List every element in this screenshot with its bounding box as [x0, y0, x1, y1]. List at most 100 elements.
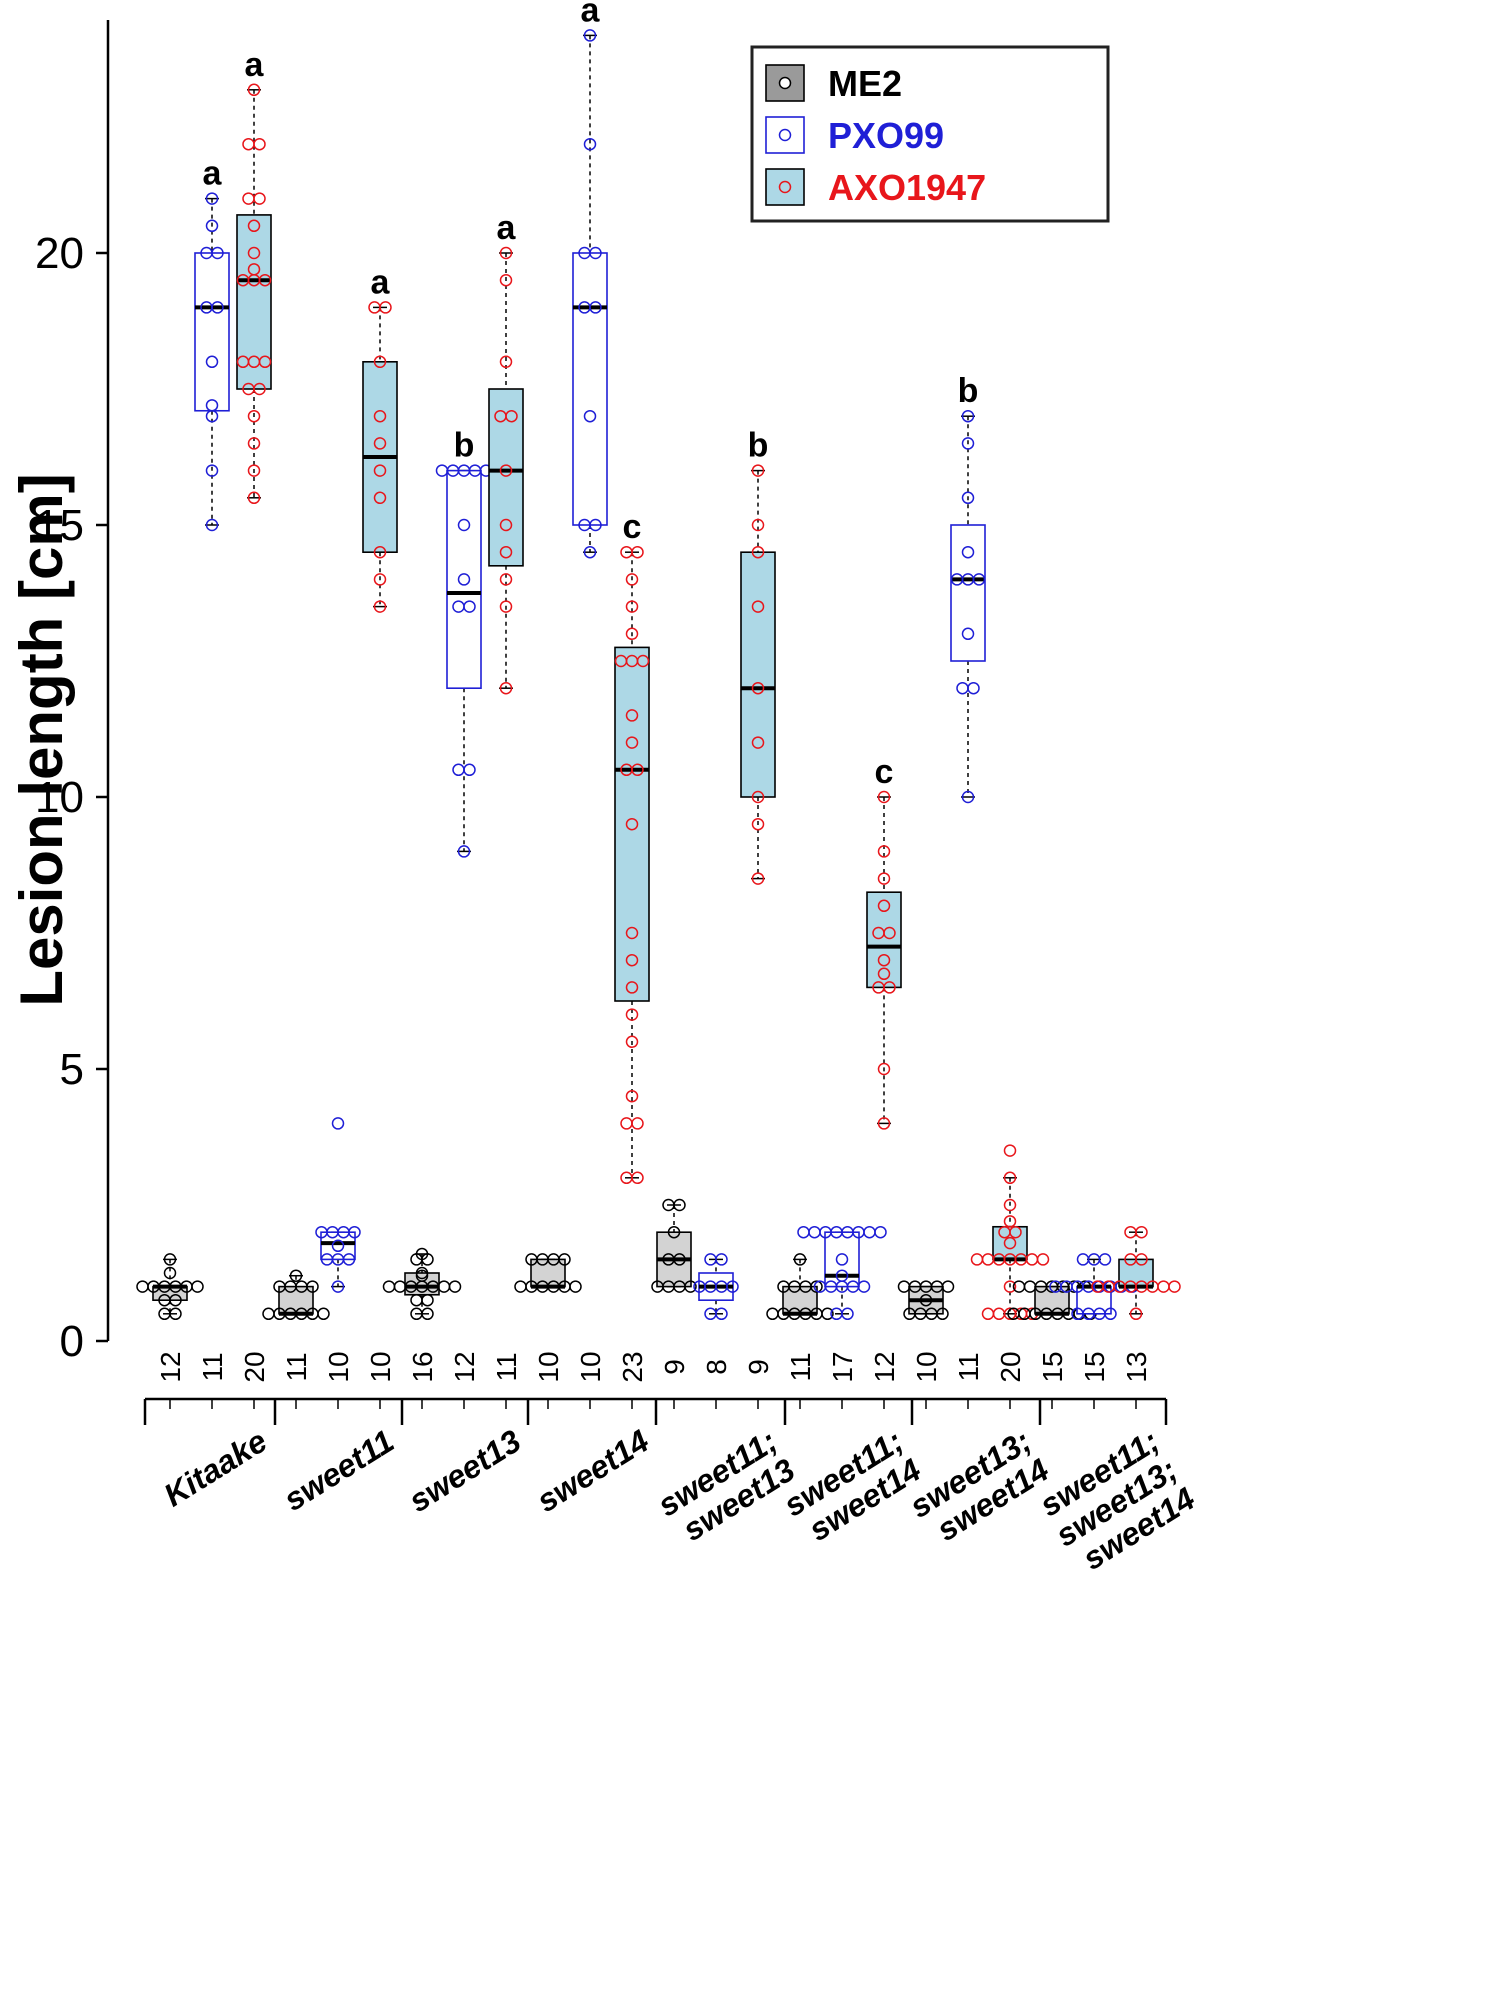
legend-frame [750, 45, 1110, 223]
data-point [583, 409, 597, 423]
data-point [877, 953, 891, 967]
box-axo1947-group-6: c [866, 753, 902, 1130]
x-group-label-line: sweet13 [402, 1422, 527, 1519]
data-point [961, 627, 975, 641]
data-point [874, 1225, 887, 1239]
data-point [625, 709, 639, 722]
data-point [205, 464, 219, 477]
box-iqr [572, 252, 608, 526]
x-group-label: sweet11 [277, 1423, 400, 1518]
data-point [625, 736, 639, 749]
sample-size-label: 11 [785, 1352, 816, 1381]
data-point [631, 1117, 644, 1130]
box-iqr [236, 214, 272, 390]
data-point [715, 1307, 728, 1321]
data-point [877, 967, 891, 981]
x-group-label: Kitaake [157, 1423, 273, 1514]
y-tick-label: 10 [35, 773, 84, 822]
box-series: a a a b a a c b c b [136, 0, 1181, 1321]
significance-letter: b [748, 427, 769, 465]
data-point [877, 790, 891, 804]
data-point [625, 981, 639, 994]
data-point [972, 573, 986, 586]
data-point [631, 763, 644, 777]
sample-size-label: 11 [491, 1352, 522, 1381]
sample-size-label: 15 [1037, 1351, 1068, 1382]
data-point [857, 1280, 871, 1293]
significance-letter: a [581, 0, 601, 29]
data-point [373, 464, 387, 477]
data-point [373, 545, 387, 559]
y-tick-label: 0 [60, 1317, 84, 1366]
legend-item-pxo99: PXO99 [765, 115, 944, 156]
data-point [331, 1117, 345, 1130]
x-group-label-line: sweet14 [530, 1422, 655, 1519]
data-point [1003, 1198, 1017, 1212]
data-point [258, 273, 272, 287]
data-point [569, 1280, 582, 1293]
data-point [625, 817, 639, 831]
data-point [410, 1293, 423, 1307]
significance-letter: b [958, 372, 979, 410]
box-axo1947-group-5: b [740, 427, 776, 885]
data-point [448, 1280, 462, 1293]
x-group-label-line: Kitaake [157, 1423, 273, 1514]
data-point [247, 409, 261, 423]
sample-size-label: 11 [281, 1352, 312, 1381]
data-point [415, 1247, 429, 1261]
box-me2-group-6 [766, 1253, 834, 1321]
data-point [797, 1225, 810, 1239]
data-point [1023, 1280, 1037, 1293]
sample-size-label: 16 [407, 1351, 438, 1382]
data-point [751, 600, 765, 613]
data-point [877, 845, 891, 858]
data-point [1076, 1253, 1090, 1266]
y-tick-label: 20 [35, 229, 84, 278]
box-me2-group-5 [651, 1198, 697, 1293]
data-point [961, 790, 975, 804]
box-iqr [194, 252, 230, 412]
significance-letter: a [371, 263, 391, 301]
x-group-label: sweet11;sweet14 [777, 1422, 927, 1552]
sample-size-label: 20 [995, 1351, 1026, 1382]
data-point [205, 518, 219, 532]
data-point [1003, 1215, 1017, 1228]
data-point [1129, 1307, 1143, 1321]
data-point [499, 600, 513, 613]
data-point [631, 1171, 644, 1185]
data-point [499, 273, 513, 287]
data-point [620, 1117, 633, 1130]
data-point [499, 545, 513, 559]
sample-size-label: 11 [197, 1352, 228, 1381]
data-point [625, 1008, 639, 1021]
data-point [435, 464, 449, 477]
legend-marker [778, 128, 792, 142]
data-point [961, 437, 975, 450]
legend-label: AXO1947 [828, 167, 986, 208]
sample-size-label: 20 [239, 1351, 270, 1382]
significance-letter: b [454, 427, 475, 465]
data-point [967, 681, 980, 695]
data-point [211, 301, 224, 314]
data-point [589, 301, 602, 314]
y-tick-label: 5 [60, 1045, 84, 1094]
data-point [751, 681, 765, 695]
data-point [751, 872, 765, 885]
sample-size-label: 9 [659, 1359, 690, 1375]
x-group-label: sweet13;sweet14 [903, 1422, 1055, 1553]
data-point [631, 545, 644, 559]
data-point [751, 817, 765, 831]
x-group-label: sweet11;sweet13 [651, 1422, 801, 1552]
data-point [289, 1269, 303, 1282]
box-iqr [950, 524, 986, 662]
data-point [1036, 1253, 1050, 1266]
data-point [331, 1239, 345, 1253]
legend-swatch [765, 168, 805, 206]
data-point [373, 573, 387, 586]
data-point [961, 545, 975, 559]
data-point [1135, 1225, 1148, 1239]
sample-size-label: 12 [449, 1351, 480, 1382]
data-point [437, 1280, 451, 1293]
data-point [169, 1307, 182, 1321]
data-point [625, 953, 639, 967]
